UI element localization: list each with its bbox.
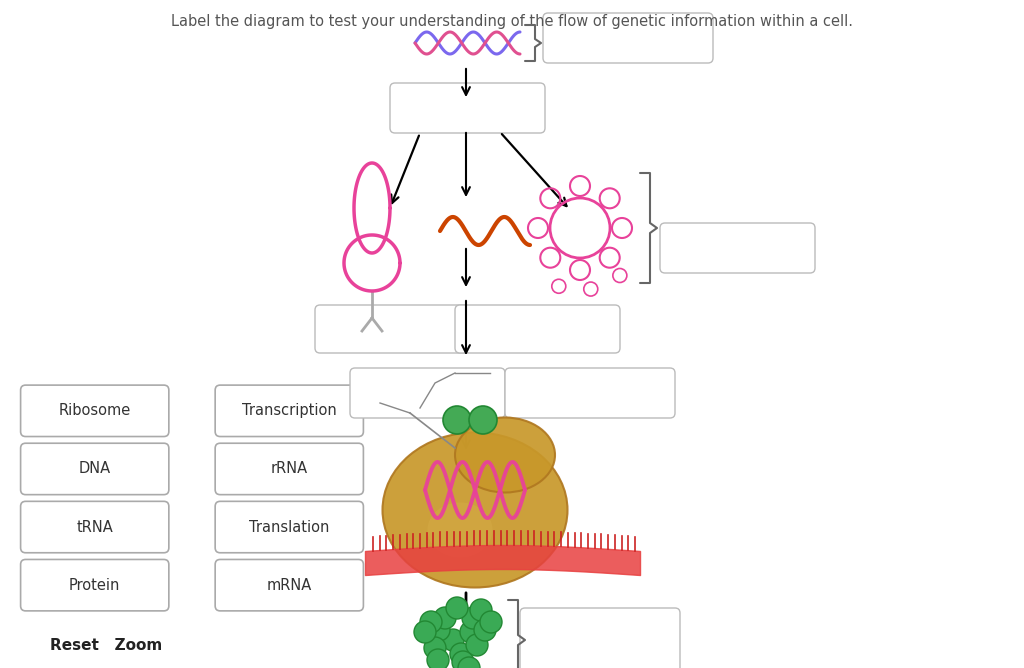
Circle shape xyxy=(469,406,497,434)
Circle shape xyxy=(466,634,488,656)
FancyBboxPatch shape xyxy=(520,608,680,668)
Circle shape xyxy=(446,597,468,619)
Text: DNA: DNA xyxy=(79,462,111,476)
FancyBboxPatch shape xyxy=(315,305,470,353)
Circle shape xyxy=(474,619,496,641)
Text: tRNA: tRNA xyxy=(77,520,113,534)
FancyBboxPatch shape xyxy=(350,368,505,418)
Circle shape xyxy=(452,651,474,668)
Ellipse shape xyxy=(427,502,493,558)
Text: Reset   Zoom: Reset Zoom xyxy=(50,639,162,653)
FancyBboxPatch shape xyxy=(660,223,815,273)
FancyBboxPatch shape xyxy=(215,385,364,436)
Circle shape xyxy=(443,406,471,434)
Circle shape xyxy=(424,637,446,659)
FancyBboxPatch shape xyxy=(215,444,364,494)
Circle shape xyxy=(434,607,456,629)
FancyBboxPatch shape xyxy=(20,560,169,611)
FancyBboxPatch shape xyxy=(390,83,545,133)
Ellipse shape xyxy=(383,432,567,587)
FancyBboxPatch shape xyxy=(505,368,675,418)
Text: Protein: Protein xyxy=(69,578,121,593)
Text: Label the diagram to test your understanding of the flow of genetic information : Label the diagram to test your understan… xyxy=(171,14,853,29)
FancyBboxPatch shape xyxy=(20,385,169,436)
Text: rRNA: rRNA xyxy=(270,462,308,476)
Circle shape xyxy=(462,607,484,629)
Text: Ribosome: Ribosome xyxy=(58,403,131,418)
Circle shape xyxy=(414,621,436,643)
FancyBboxPatch shape xyxy=(20,444,169,494)
FancyBboxPatch shape xyxy=(215,560,364,611)
FancyBboxPatch shape xyxy=(455,305,620,353)
Circle shape xyxy=(470,599,492,621)
Circle shape xyxy=(450,643,472,665)
FancyBboxPatch shape xyxy=(20,502,169,552)
FancyBboxPatch shape xyxy=(543,13,713,63)
Circle shape xyxy=(460,621,482,643)
Circle shape xyxy=(428,619,450,641)
Text: mRNA: mRNA xyxy=(266,578,312,593)
Text: Translation: Translation xyxy=(249,520,330,534)
Circle shape xyxy=(420,611,442,633)
Circle shape xyxy=(427,649,449,668)
Ellipse shape xyxy=(455,418,555,492)
Circle shape xyxy=(480,611,502,633)
Text: Transcription: Transcription xyxy=(242,403,337,418)
FancyBboxPatch shape xyxy=(215,502,364,552)
Circle shape xyxy=(442,629,464,651)
Circle shape xyxy=(458,657,480,668)
